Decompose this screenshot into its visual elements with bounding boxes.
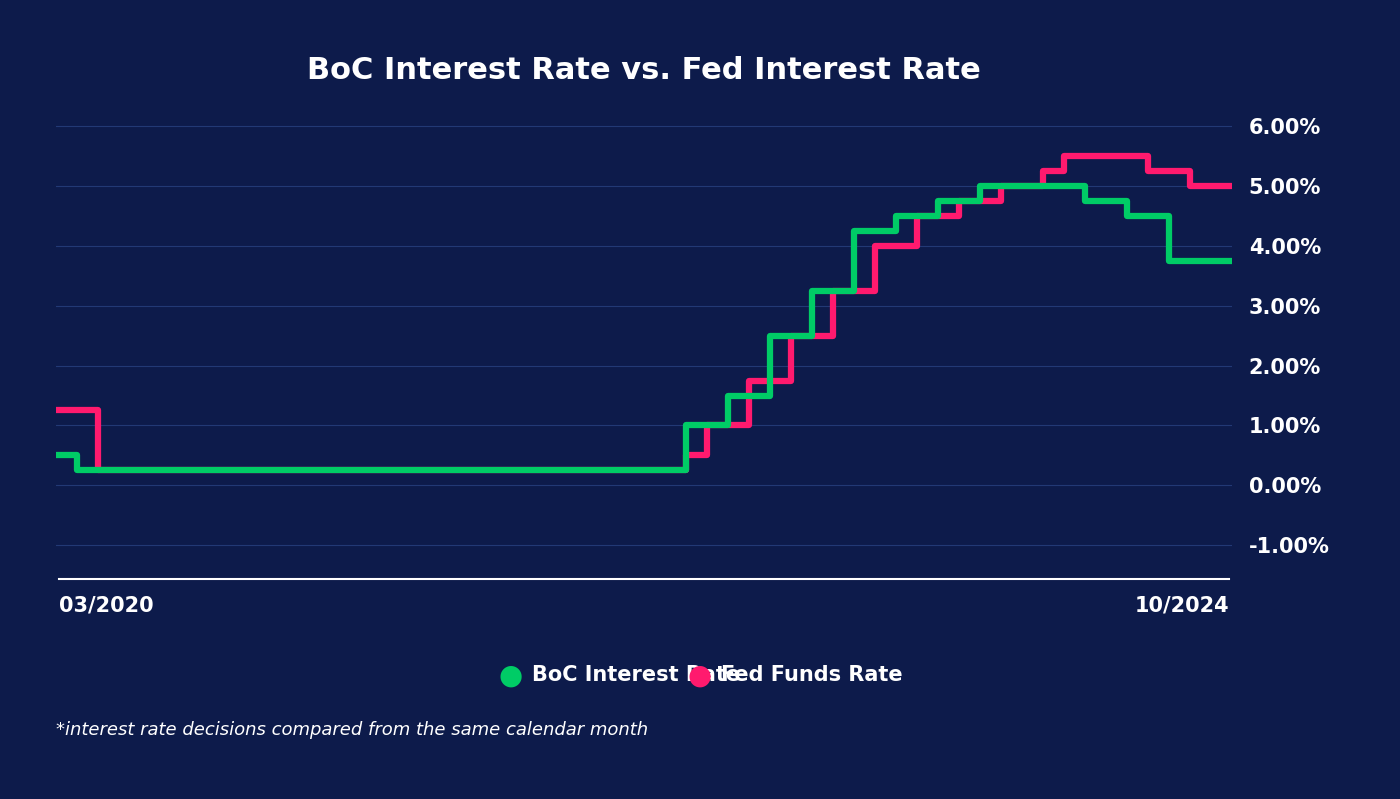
Text: 10/2024: 10/2024 [1134,595,1229,615]
Text: BoC Interest Rate vs. Fed Interest Rate: BoC Interest Rate vs. Fed Interest Rate [307,56,981,85]
Text: Fed Funds Rate: Fed Funds Rate [721,665,903,686]
Text: 03/2020: 03/2020 [59,595,154,615]
Text: BoC Interest Rate: BoC Interest Rate [532,665,741,686]
Text: ●: ● [498,661,524,690]
Text: ●: ● [687,661,713,690]
Text: *interest rate decisions compared from the same calendar month: *interest rate decisions compared from t… [56,721,648,739]
